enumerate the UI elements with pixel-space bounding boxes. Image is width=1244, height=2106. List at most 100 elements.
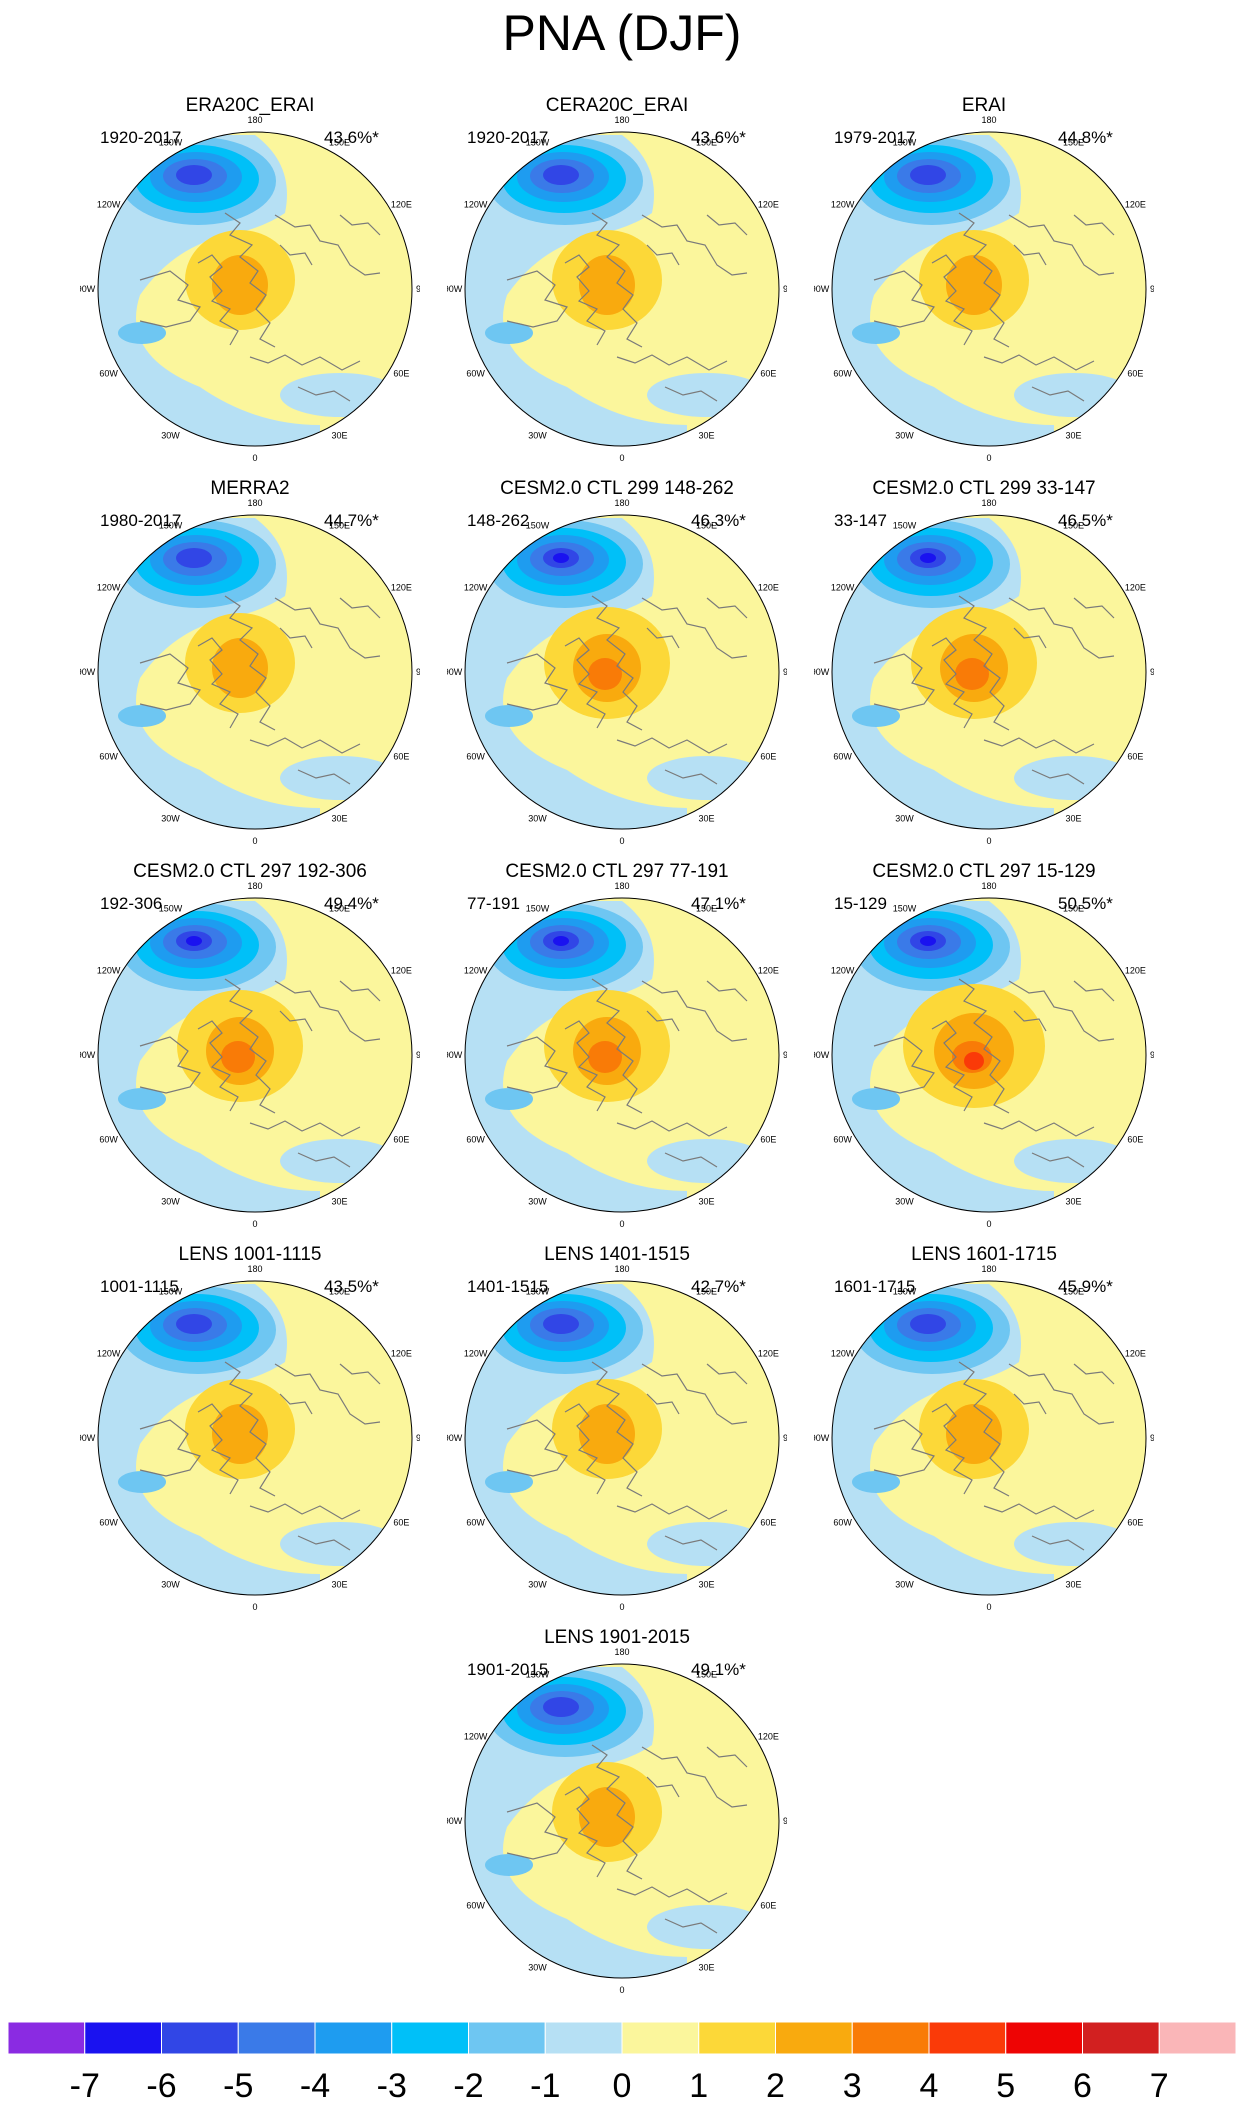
longitude-label: 0: [619, 453, 624, 463]
map-boundary: [464, 131, 780, 447]
period-label: 1920-2017: [100, 128, 182, 147]
negative-field: [832, 135, 1054, 446]
positive-contour: [946, 1404, 1002, 1464]
negative-contour: [910, 165, 946, 185]
longitude-label: 60E: [393, 752, 409, 762]
longitude-label: 60W: [833, 1518, 852, 1528]
positive-contour: [946, 255, 1002, 315]
map-panel-lens-1601-1715: 180 150E 120E 90E 60E 30E 0 30W 60W 90W 120W 150W L…: [814, 1244, 1174, 1614]
coastlines: [506, 595, 748, 785]
positive-contour: [212, 1404, 268, 1464]
longitude-label: 120W: [464, 200, 488, 210]
longitude-label: 90E: [1150, 284, 1154, 294]
negative-contour: [852, 322, 900, 344]
panel-title: LENS 1601-1715: [911, 1244, 1057, 1265]
panel-title: CESM2.0 CTL 297 77-191: [505, 861, 729, 882]
longitude-label: 90W: [814, 1433, 830, 1443]
longitude-label: 0: [986, 1219, 991, 1229]
longitude-label: 120E: [758, 1349, 779, 1359]
explained-variance: 44.7%*: [324, 511, 379, 530]
colorbar-label: 1: [689, 2067, 709, 2105]
longitude-label: 120W: [831, 200, 855, 210]
coastlines: [139, 1361, 381, 1551]
longitude-label: 150W: [526, 904, 550, 914]
coastlines: [139, 978, 381, 1168]
longitude-label: 60W: [466, 1135, 485, 1145]
longitude-label: 120W: [97, 966, 121, 976]
positive-contour: [955, 658, 989, 690]
colorbar-box: [544, 2022, 623, 2055]
period-label: 1401-1515: [467, 1277, 549, 1296]
polar-map: 180 150E 120E 90E 60E 30E 0 30W 60W 90W 120W 150W: [447, 881, 787, 1229]
longitude-label: 150W: [893, 904, 917, 914]
longitude-label: 180: [981, 115, 996, 125]
negative-field: [465, 1284, 687, 1595]
negative-contour: [852, 705, 900, 727]
negative-field: [832, 1284, 1054, 1595]
longitude-label: 150W: [159, 904, 183, 914]
explained-variance: 50.5%*: [1058, 894, 1113, 913]
longitude-label: 30W: [895, 813, 914, 823]
panel-title: ERA20C_ERAI: [185, 95, 315, 116]
longitude-label: 180: [247, 881, 262, 891]
longitude-label: 30W: [161, 1196, 180, 1206]
longitude-label: 120E: [1125, 1349, 1146, 1359]
colorbar-box: [775, 2022, 853, 2055]
longitude-label: 30W: [161, 430, 180, 440]
panel-title: CESM2.0 CTL 299 148-262: [500, 478, 734, 499]
longitude-label: 30E: [331, 1579, 347, 1589]
longitude-label: 60E: [1127, 752, 1143, 762]
longitude-label: 150W: [526, 138, 550, 148]
longitude-label: 60W: [833, 369, 852, 379]
period-label: 192-306: [100, 894, 163, 913]
longitude-label: 120W: [97, 200, 121, 210]
longitude-label: 30E: [331, 430, 347, 440]
polar-map: 180 150E 120E 90E 60E 30E 0 30W 60W 90W 120W 150W: [814, 498, 1154, 846]
longitude-label: 30E: [1065, 813, 1081, 823]
coastlines: [139, 595, 381, 785]
longitude-label: 90W: [447, 667, 463, 677]
coastlines: [139, 212, 381, 402]
colorbar-box: [84, 2022, 162, 2055]
longitude-label: 90E: [416, 284, 420, 294]
colorbar-label: -2: [453, 2067, 484, 2105]
longitude-label: 60E: [393, 1135, 409, 1145]
longitude-label: 60E: [1127, 369, 1143, 379]
colorbar-box: [1082, 2022, 1160, 2055]
longitude-label: 180: [614, 115, 629, 125]
colorbar-label: 3: [842, 2067, 862, 2105]
longitude-label: 60W: [99, 1518, 118, 1528]
colorbar-label: 7: [1149, 2067, 1169, 2105]
colorbar-box: [1005, 2022, 1083, 2055]
negative-contour: [553, 553, 569, 563]
panel-title: CESM2.0 CTL 299 33-147: [872, 478, 1096, 499]
map-boundary: [464, 897, 780, 1213]
longitude-label: 120E: [758, 1732, 779, 1742]
coastlines: [506, 1361, 748, 1551]
longitude-label: 90E: [783, 1816, 787, 1826]
coastlines: [873, 212, 1115, 402]
explained-variance: 44.8%*: [1058, 128, 1113, 147]
longitude-label: 30W: [161, 813, 180, 823]
longitude-label: 60E: [760, 1135, 776, 1145]
longitude-label: 120E: [758, 583, 779, 593]
longitude-label: 60E: [393, 1518, 409, 1528]
longitude-label: 180: [614, 1647, 629, 1657]
positive-contour: [579, 1787, 635, 1847]
panel-title: CESM2.0 CTL 297 15-129: [872, 861, 1096, 882]
negative-field: [832, 518, 1054, 829]
longitude-label: 150E: [329, 904, 350, 914]
longitude-label: 120W: [464, 966, 488, 976]
polar-map: 180 150E 120E 90E 60E 30E 0 30W 60W 90W 120W 150W: [814, 1264, 1154, 1612]
map-boundary: [831, 514, 1147, 830]
colorbar: [8, 2022, 1236, 2055]
longitude-label: 60W: [99, 1135, 118, 1145]
longitude-label: 30E: [698, 813, 714, 823]
negative-field: [465, 901, 687, 1212]
map-panel-lens-1901-2015: 180 150E 120E 90E 60E 30E 0 30W 60W 90W 120W 150W L…: [447, 1627, 807, 1997]
longitude-label: 0: [986, 1602, 991, 1612]
coastlines: [506, 212, 748, 402]
longitude-label: 150E: [696, 1670, 717, 1680]
longitude-label: 150E: [1063, 138, 1084, 148]
longitude-label: 0: [619, 836, 624, 846]
